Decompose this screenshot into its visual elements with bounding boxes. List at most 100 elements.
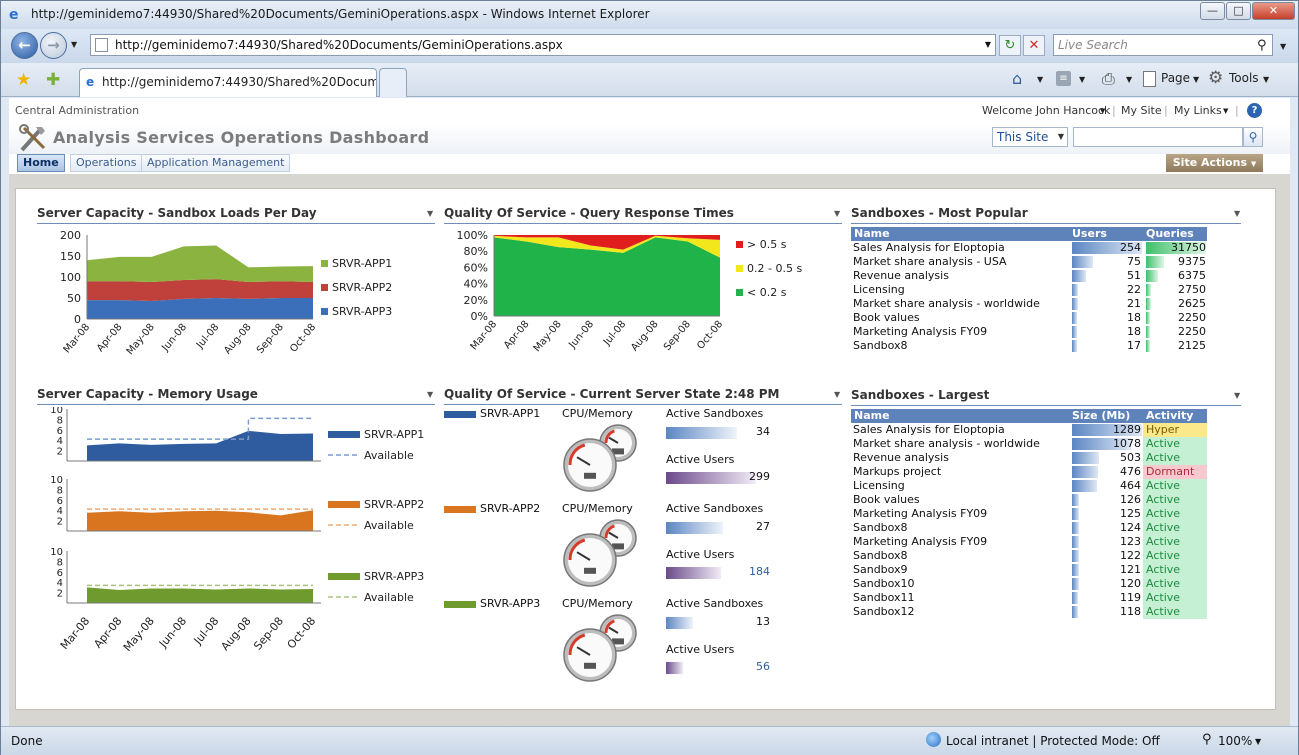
feeds-dropdown-icon[interactable]: ▼ xyxy=(1079,75,1086,84)
welcome-menu[interactable]: Welcome John Hancock xyxy=(982,104,1111,117)
search-icon[interactable]: ⚲ xyxy=(1257,38,1267,53)
tools-menu[interactable]: Tools xyxy=(1229,71,1259,85)
refresh-icon[interactable]: ↻ xyxy=(999,35,1021,56)
table-row[interactable]: Sandbox10 120 Active xyxy=(851,577,1207,591)
tab-active-page[interactable]: e http://geminidemo7:44930/Shared%20Docu… xyxy=(79,68,377,97)
site-header: Analysis Services Operations Dashboard T… xyxy=(9,124,1290,154)
active-users-bar xyxy=(666,662,683,674)
widget-menu-icon[interactable]: ▼ xyxy=(427,209,434,218)
table-row[interactable]: Sandbox8 122 Active xyxy=(851,549,1207,563)
site-search-input[interactable] xyxy=(1073,127,1243,147)
new-tab-button[interactable] xyxy=(379,68,407,97)
x-tick-label: Oct-08 xyxy=(695,319,725,352)
minimize-button[interactable]: — xyxy=(1200,2,1225,20)
widget-menu-icon[interactable]: ▼ xyxy=(834,209,841,218)
table-row[interactable]: Sandbox8 17 2125 xyxy=(851,339,1207,353)
page-dropdown-icon[interactable]: ▼ xyxy=(1193,75,1200,84)
y-tick-label: 6 xyxy=(57,496,63,507)
table-row[interactable]: Sandbox8 124 Active xyxy=(851,521,1207,535)
table-row[interactable]: Sandbox9 121 Active xyxy=(851,563,1207,577)
table-row[interactable]: Sandbox11 119 Active xyxy=(851,591,1207,605)
status-text: Done xyxy=(11,734,43,748)
server-name: SRVR-APP1 xyxy=(480,407,541,420)
table-row[interactable]: Marketing Analysis FY09 18 2250 xyxy=(851,325,1207,339)
table-row[interactable]: Sandbox12 118 Active xyxy=(851,605,1207,619)
favorites-star-icon[interactable]: ★ xyxy=(16,70,32,90)
y-tick-label: 10 xyxy=(50,475,63,486)
active-sandboxes-bar xyxy=(666,522,723,534)
search-options-icon[interactable]: ▼ xyxy=(1280,42,1287,51)
y-tick-label: 4 xyxy=(57,506,63,517)
search-placeholder: Live Search xyxy=(1058,38,1128,52)
my-links-menu[interactable]: My Links xyxy=(1174,104,1222,117)
feeds-icon[interactable]: ≡ xyxy=(1056,71,1071,86)
print-icon[interactable]: ⎙ xyxy=(1102,69,1115,88)
my-links-dropdown-icon[interactable]: ▼ xyxy=(1223,107,1229,115)
table-row[interactable]: Revenue analysis 503 Active xyxy=(851,451,1207,465)
table-row[interactable]: Book values 126 Active xyxy=(851,493,1207,507)
tools-gear-icon[interactable]: ⚙ xyxy=(1208,68,1224,88)
forward-button[interactable]: → xyxy=(40,32,67,59)
table-row[interactable]: Market share analysis - worldwide 1078 Act… xyxy=(851,437,1207,451)
table-row[interactable]: Licensing 464 Active xyxy=(851,479,1207,493)
table-row[interactable]: Markups project 476 Dormant xyxy=(851,465,1207,479)
widget-menu-icon[interactable]: ▼ xyxy=(427,390,434,399)
table-row[interactable]: Marketing Analysis FY09 125 Active xyxy=(851,507,1207,521)
table-row[interactable]: Sales Analysis for Eloptopia 254 31750 xyxy=(851,241,1207,255)
live-search-input[interactable]: Live Search xyxy=(1053,34,1273,56)
back-button[interactable]: ← xyxy=(11,32,38,59)
gauge-arc xyxy=(604,429,615,444)
ie-logo-icon: e xyxy=(9,7,19,23)
table-row[interactable]: Licensing 22 2750 xyxy=(851,283,1207,297)
maximize-button[interactable]: □ xyxy=(1226,2,1251,20)
queries-value: 2125 xyxy=(1178,339,1206,352)
active-sandboxes-label: Active Sandboxes xyxy=(666,502,764,515)
size-bar xyxy=(1072,522,1079,534)
users-value: 51 xyxy=(1127,269,1141,282)
y-tick-label: 0% xyxy=(471,310,488,323)
queries-bar xyxy=(1146,256,1164,268)
nav-tab-operations[interactable]: Operations xyxy=(70,154,143,172)
central-admin-link[interactable]: Central Administration xyxy=(15,104,140,117)
print-dropdown-icon[interactable]: ▼ xyxy=(1126,75,1133,84)
site-actions-menu[interactable]: Site Actions ▼ xyxy=(1166,154,1263,172)
widget-menu-icon[interactable]: ▼ xyxy=(1234,391,1241,400)
my-site-link[interactable]: My Site xyxy=(1121,104,1162,117)
widget-menu-icon[interactable]: ▼ xyxy=(1234,209,1241,218)
table-row[interactable]: Sales Analysis for Eloptopia 1289 Hyper xyxy=(851,423,1207,437)
queries-bar xyxy=(1146,312,1150,324)
widget-menu-icon[interactable]: ▼ xyxy=(834,390,841,399)
address-url: http://geminidemo7:44930/Shared%20Docume… xyxy=(115,38,563,52)
add-favorites-icon[interactable]: ✚ xyxy=(46,70,61,90)
address-field[interactable]: http://geminidemo7:44930/Shared%20Docume… xyxy=(90,34,996,56)
zoom-dropdown-icon[interactable]: ▼ xyxy=(1255,737,1262,746)
page-menu-icon[interactable] xyxy=(1143,71,1156,87)
page-menu[interactable]: Page xyxy=(1161,71,1191,85)
table-row[interactable]: Market share analysis - USA 75 9375 xyxy=(851,255,1207,269)
queries-bar xyxy=(1146,270,1158,282)
home-dropdown-icon[interactable]: ▼ xyxy=(1037,75,1044,84)
address-dropdown-icon[interactable]: ▼ xyxy=(984,40,991,49)
table-row[interactable]: Book values 18 2250 xyxy=(851,311,1207,325)
zoom-level[interactable]: 100% xyxy=(1218,734,1253,748)
gauge-display xyxy=(612,638,624,645)
site-search-button[interactable]: ⚲ xyxy=(1243,127,1263,147)
tools-dropdown-icon[interactable]: ▼ xyxy=(1263,75,1270,84)
size-bar xyxy=(1072,550,1079,562)
help-icon[interactable]: ? xyxy=(1247,103,1262,118)
welcome-dropdown-icon[interactable]: ▼ xyxy=(1100,107,1106,115)
history-dropdown-icon[interactable]: ▼ xyxy=(71,40,78,49)
column-header-size: Size (Mb) xyxy=(1072,409,1131,422)
table-row[interactable]: Revenue analysis 51 6375 xyxy=(851,269,1207,283)
close-button[interactable]: ✕ xyxy=(1252,2,1295,20)
size-bar xyxy=(1072,438,1131,450)
home-icon[interactable]: ⌂ xyxy=(1012,69,1023,88)
y-tick-label: 10 xyxy=(50,547,63,558)
search-scope-select[interactable]: This Site ▼ xyxy=(992,127,1068,147)
table-row[interactable]: Market share analysis - worldwide 21 2625 xyxy=(851,297,1207,311)
nav-tab-home[interactable]: Home xyxy=(17,154,65,172)
stop-icon[interactable]: ✕ xyxy=(1023,35,1045,56)
nav-tab-application-management[interactable]: Application Management xyxy=(141,154,291,172)
security-zone[interactable]: Local intranet | Protected Mode: Off xyxy=(946,734,1160,748)
table-row[interactable]: Marketing Analysis FY09 123 Active xyxy=(851,535,1207,549)
